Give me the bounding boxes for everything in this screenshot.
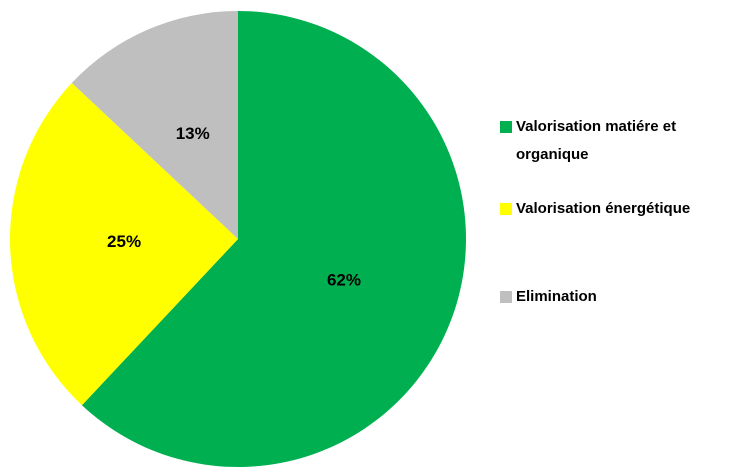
legend-swatch: [500, 291, 512, 303]
pie-slice: [71, 11, 238, 239]
data-label: 62%: [327, 270, 361, 289]
legend-swatch: [500, 203, 512, 215]
legend-item: Valorisation matiére et organique: [500, 113, 730, 169]
legend-item: Valorisation énergétique: [500, 195, 740, 223]
legend-label: Valorisation énergétique: [516, 200, 691, 217]
legend-item: Elimination: [500, 283, 740, 311]
pie-slice: [81, 11, 467, 467]
legend-label: Valorisation matiére et organique: [516, 118, 677, 163]
legend-swatch: [500, 121, 512, 133]
pie-slice: [10, 82, 238, 406]
data-label: 13%: [176, 124, 210, 143]
legend-label: Elimination: [516, 288, 597, 305]
data-label: 25%: [107, 232, 141, 251]
